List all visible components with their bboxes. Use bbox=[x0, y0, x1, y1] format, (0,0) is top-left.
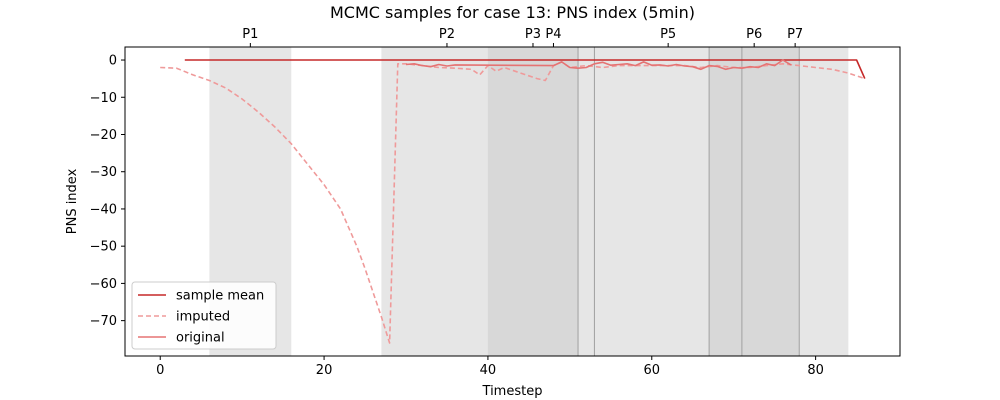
region-label-p3: P3 bbox=[525, 27, 541, 42]
y-axis: 0 −10 −20 −30 −40 −50 −60 −70 bbox=[90, 54, 125, 329]
chart-title: MCMC samples for case 13: PNS index (5mi… bbox=[330, 3, 695, 22]
y-tick-label: −50 bbox=[90, 240, 117, 255]
x-tick-label: 80 bbox=[807, 363, 824, 378]
x-axis: 0 20 40 60 80 bbox=[156, 356, 824, 378]
region-p3 bbox=[487, 47, 579, 356]
region-p2 bbox=[381, 47, 513, 356]
region-label-p6: P6 bbox=[746, 27, 762, 42]
legend-label-sample-mean: sample mean bbox=[176, 289, 264, 304]
region-label-p1: P1 bbox=[242, 27, 258, 42]
y-tick-label: −30 bbox=[90, 165, 117, 180]
y-tick-label: −60 bbox=[90, 277, 117, 292]
region-label-p7: P7 bbox=[787, 27, 803, 42]
region-p5 bbox=[594, 47, 742, 356]
legend-label-imputed: imputed bbox=[176, 310, 230, 325]
region-label-p2: P2 bbox=[439, 27, 455, 42]
y-tick-label: 0 bbox=[109, 54, 117, 69]
series-lines bbox=[160, 59, 866, 344]
x-tick-label: 60 bbox=[643, 363, 660, 378]
series-line-imputed bbox=[160, 61, 866, 344]
y-tick-label: −70 bbox=[90, 314, 117, 329]
region-p6 bbox=[709, 47, 800, 356]
series-line-sample-mean bbox=[184, 59, 866, 79]
highlight-regions bbox=[209, 47, 849, 356]
region-labels: P1 P2 P3 P4 P5 P6 P7 bbox=[242, 27, 803, 47]
y-tick-label: −10 bbox=[90, 91, 117, 106]
x-tick-label: 20 bbox=[316, 363, 333, 378]
x-axis-label: Timestep bbox=[482, 384, 543, 399]
x-tick-label: 40 bbox=[480, 363, 497, 378]
region-p4 bbox=[512, 47, 595, 356]
region-p7 bbox=[741, 47, 849, 356]
region-label-p5: P5 bbox=[660, 27, 676, 42]
plot-frame bbox=[124, 46, 901, 357]
legend-label-original: original bbox=[176, 331, 225, 346]
x-tick-label: 0 bbox=[156, 363, 164, 378]
series-line-original bbox=[405, 59, 792, 71]
y-tick-label: −20 bbox=[90, 128, 117, 143]
region-label-p4: P4 bbox=[545, 27, 561, 42]
legend-box bbox=[131, 281, 277, 350]
legend: sample mean imputed original bbox=[131, 281, 277, 350]
y-axis-label: PNS index bbox=[65, 168, 80, 234]
y-tick-label: −40 bbox=[90, 202, 117, 217]
